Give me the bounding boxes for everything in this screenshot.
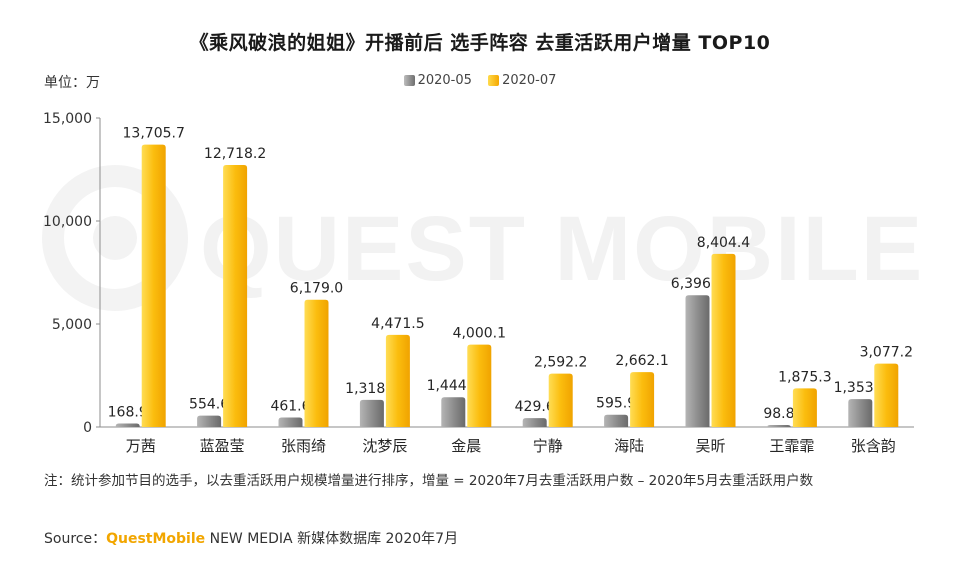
data-label-2020-07: 1,875.3 (778, 369, 831, 385)
data-label-2020-05: 1,444.6 (427, 378, 481, 394)
unit-label: 单位：万 (44, 75, 100, 91)
bar-2020-07 (630, 372, 655, 427)
footnote: 注：统计参加节目的选手，以去重活跃用户规模增量进行排序，增量 = 2020年7月… (44, 473, 814, 489)
legend-item-2020-07: 2020-07 (488, 73, 556, 88)
source-prefix: Source： (44, 531, 107, 547)
data-label-2020-07: 3,077.2 (860, 345, 913, 361)
data-label-2020-07: 2,662.1 (615, 353, 668, 369)
bar-2020-05 (197, 415, 222, 427)
legend: 2020-05 2020-07 (0, 73, 960, 90)
source-rest: NEW MEDIA 新媒体数据库 2020年7月 (205, 531, 459, 547)
x-category-label: 海陆 (614, 437, 644, 455)
source-line: Source：QuestMobile NEW MEDIA 新媒体数据库 2020… (44, 528, 458, 548)
x-category-label: 金晨 (451, 437, 481, 455)
bar-2020-07 (792, 388, 817, 427)
x-category-label: 蓝盈莹 (200, 437, 245, 455)
x-category-label: 王霏霏 (769, 437, 814, 455)
bar-2020-05 (115, 423, 140, 427)
legend-swatch-gold-icon (488, 75, 500, 86)
legend-swatch-grey-icon (403, 75, 415, 86)
legend-item-2020-05: 2020-05 (403, 73, 472, 88)
y-tick-label: 15,000 (43, 111, 92, 127)
source-brand: QuestMobile (106, 531, 206, 547)
data-label-2020-05: 1,318.0 (345, 381, 398, 397)
y-tick-label: 10,000 (43, 214, 92, 230)
data-label-2020-05: 554.6 (189, 397, 229, 413)
bar-2020-05 (441, 397, 466, 427)
bar-2020-05 (278, 417, 303, 427)
data-label-2020-07: 4,000.1 (453, 326, 506, 342)
y-tick-label: 0 (83, 420, 92, 436)
x-category-label: 张雨绮 (281, 437, 326, 455)
data-label-2020-05: 98.8 (763, 406, 794, 422)
data-label-2020-05: 429.6 (515, 399, 555, 415)
bar-2020-07 (385, 334, 410, 427)
bar-2020-07 (304, 299, 329, 427)
data-label-2020-05: 461.6 (270, 398, 310, 414)
data-label-2020-05: 6,396.4 (671, 276, 725, 292)
data-label-2020-07: 6,179.0 (290, 281, 343, 297)
data-label-2020-07: 2,592.2 (534, 355, 587, 371)
bar-2020-05 (848, 399, 873, 427)
bar-2020-07 (874, 363, 899, 427)
data-label-2020-05: 168.9 (108, 405, 148, 421)
legend-label-2020-05: 2020-05 (417, 73, 472, 88)
data-label-2020-07: 8,404.4 (697, 235, 751, 251)
bar-2020-07 (141, 144, 166, 427)
chart-title: 《乘风破浪的姐姐》开播前后 选手阵容 去重活跃用户增量 TOP10 (189, 32, 771, 54)
data-label-2020-07: 13,705.7 (123, 126, 185, 142)
data-label-2020-05: 595.9 (596, 396, 636, 412)
x-category-label: 宁静 (533, 437, 563, 455)
bar-2020-07 (711, 253, 736, 427)
bar-2020-05 (766, 424, 791, 428)
bar-2020-07 (467, 344, 492, 427)
x-category-label: 吴昕 (695, 437, 725, 455)
bar-2020-07 (223, 165, 248, 428)
x-category-label: 张含韵 (851, 437, 896, 455)
data-label-2020-07: 4,471.5 (371, 316, 424, 332)
y-tick-label: 5,000 (52, 317, 92, 333)
bar-2020-07 (548, 373, 573, 427)
data-label-2020-07: 12,718.2 (204, 146, 266, 162)
data-label-2020-05: 1,353.2 (834, 380, 887, 396)
watermark-text: QUEST MOBILE (200, 198, 924, 300)
bar-2020-05 (685, 295, 710, 427)
bar-2020-05 (359, 399, 384, 427)
bar-2020-05 (604, 414, 629, 427)
x-category-label: 沈梦辰 (362, 437, 407, 455)
bar-2020-05 (522, 418, 547, 427)
x-category-label: 万茜 (126, 437, 156, 455)
legend-label-2020-07: 2020-07 (502, 73, 557, 88)
